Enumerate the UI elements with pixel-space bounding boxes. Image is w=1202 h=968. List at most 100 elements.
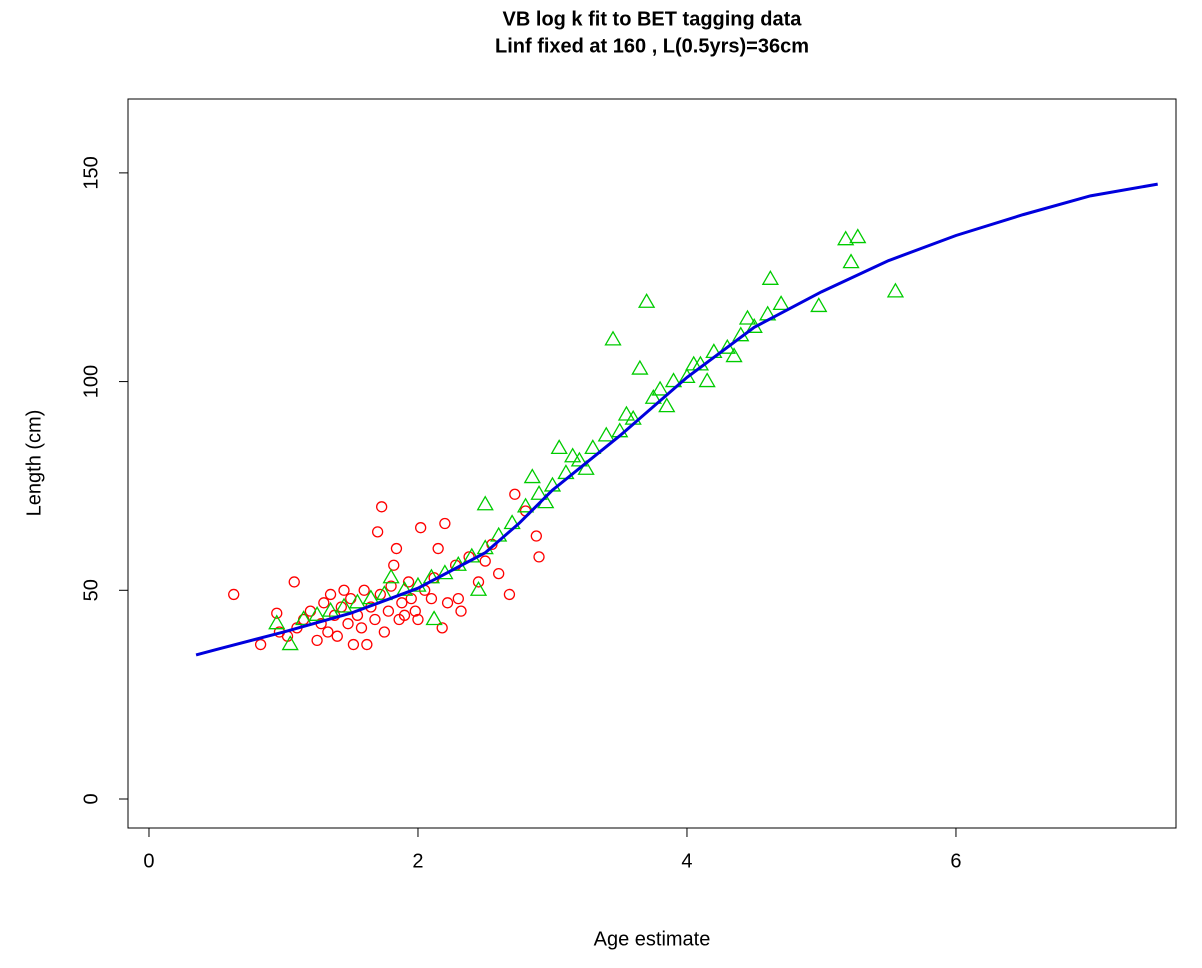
triangle-point [772, 295, 790, 311]
y-tick-label: 50 [80, 579, 102, 601]
triangle-point [516, 497, 535, 513]
circle-point [361, 638, 373, 651]
circle-point [436, 622, 448, 634]
circle-point [382, 605, 395, 617]
circle-point [493, 567, 505, 580]
triangle-point [761, 270, 779, 285]
circle-point [342, 618, 354, 630]
triangle-point [564, 447, 582, 463]
circle-point [385, 580, 397, 592]
circle-point [425, 592, 438, 605]
circle-point [369, 613, 381, 626]
circle-point [358, 584, 370, 596]
triangle-point [268, 614, 286, 630]
circle-point [452, 592, 464, 605]
circle-point [412, 613, 424, 626]
y-tick-label: 0 [80, 793, 102, 804]
triangle-point [335, 597, 353, 613]
circle-point [376, 501, 388, 513]
triangle-point [463, 547, 481, 563]
y-axis-label: Length (cm) [23, 410, 45, 517]
triangle-point [469, 580, 488, 596]
triangle-point [718, 338, 736, 354]
triangle-point [604, 330, 622, 346]
x-tick-label: 4 [681, 850, 692, 872]
circle-point [409, 605, 421, 617]
triangle-point [842, 253, 860, 269]
triangle-point [658, 397, 676, 413]
circle-point [271, 607, 283, 619]
circle-point [509, 488, 521, 500]
triangle-point [738, 309, 757, 325]
triangle-point [698, 372, 716, 388]
triangle-point [849, 228, 867, 244]
triangle-point [476, 495, 494, 511]
fit-line [195, 182, 1158, 657]
circle-point [318, 597, 330, 609]
triangle-point [295, 610, 313, 626]
chart-title: VB log k fit to BET tagging data [503, 8, 803, 30]
triangle-point [550, 439, 568, 455]
circle-point [355, 622, 368, 634]
circle-point [378, 626, 391, 638]
circle-point [432, 542, 444, 555]
triangle-point [584, 439, 602, 455]
circle-point [398, 609, 411, 621]
circle-point [371, 526, 384, 538]
circle-point [288, 576, 300, 588]
triangle-point [725, 347, 743, 363]
circle-point [439, 517, 451, 530]
triangle-point [382, 568, 400, 584]
triangle-point [362, 589, 380, 605]
circle-point [441, 597, 454, 609]
circle-point [390, 542, 403, 555]
triangle-point [617, 405, 636, 421]
triangle-point [631, 359, 649, 375]
circle-point [331, 630, 343, 642]
triangle-point [651, 380, 669, 396]
y-tick-label: 100 [80, 365, 102, 398]
circle-point [322, 626, 334, 638]
plot-box [127, 98, 1177, 829]
circle-point [533, 551, 545, 563]
triangle-point [530, 484, 548, 500]
triangle-point [308, 606, 326, 621]
triangle-point [644, 388, 662, 404]
x-tick-label: 0 [143, 850, 154, 872]
chart-subtitle: Linf fixed at 160 , L(0.5yrs)=36cm [495, 35, 809, 57]
y-tick-label: 150 [80, 156, 102, 189]
triangle-point [810, 297, 828, 313]
triangle-point [837, 230, 855, 246]
triangle-point [597, 426, 615, 442]
circle-point [530, 530, 542, 542]
circle-point [479, 555, 491, 567]
circle-point [347, 638, 360, 651]
triangle-point [395, 580, 414, 596]
circle-point [345, 592, 357, 605]
circle-point [254, 638, 267, 651]
triangle-point [281, 635, 299, 651]
circle-point [388, 559, 400, 571]
circle-point [338, 584, 350, 596]
circle-point [402, 576, 415, 588]
triangle-point [637, 292, 656, 308]
triangle-point [523, 468, 541, 484]
triangle-point [321, 601, 340, 617]
triangle-point [425, 610, 443, 626]
circle-point [311, 634, 323, 647]
triangle-point [570, 451, 588, 467]
circle-point [228, 588, 240, 601]
x-tick-label: 6 [950, 850, 961, 872]
circle-point [455, 605, 467, 617]
circle-point [396, 597, 408, 609]
triangle-point [348, 593, 367, 609]
circle-point [304, 605, 317, 617]
circle-point [324, 588, 337, 601]
triangle-point [664, 372, 683, 388]
circle-point [298, 613, 310, 626]
x-tick-label: 2 [412, 850, 423, 872]
circle-point [503, 588, 516, 601]
x-axis-label: Age estimate [594, 928, 711, 950]
circle-point [415, 522, 427, 534]
